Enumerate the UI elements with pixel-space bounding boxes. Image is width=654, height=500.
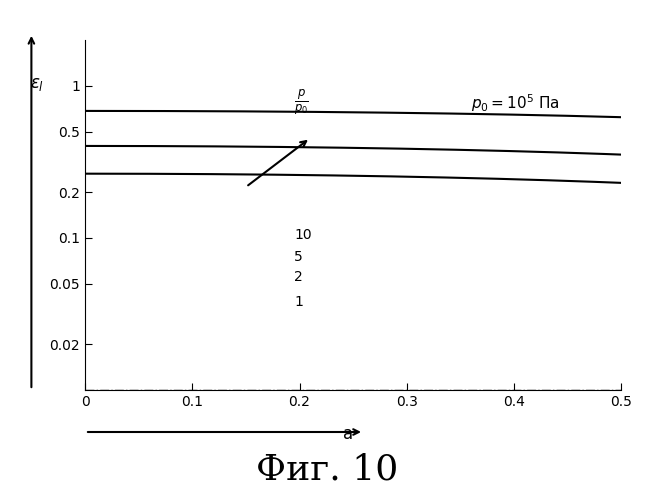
Text: $\varepsilon_l$: $\varepsilon_l$ [29,74,44,92]
Text: 10: 10 [294,228,312,241]
Text: Фиг. 10: Фиг. 10 [256,453,398,487]
Text: $\frac{p}{p_0}$: $\frac{p}{p_0}$ [294,88,309,117]
Text: 5: 5 [294,250,303,264]
Text: $p_0 = 10^5$ Па: $p_0 = 10^5$ Па [471,92,560,114]
Text: 1: 1 [294,295,303,309]
Text: a: a [343,425,353,443]
Text: 2: 2 [294,270,303,284]
